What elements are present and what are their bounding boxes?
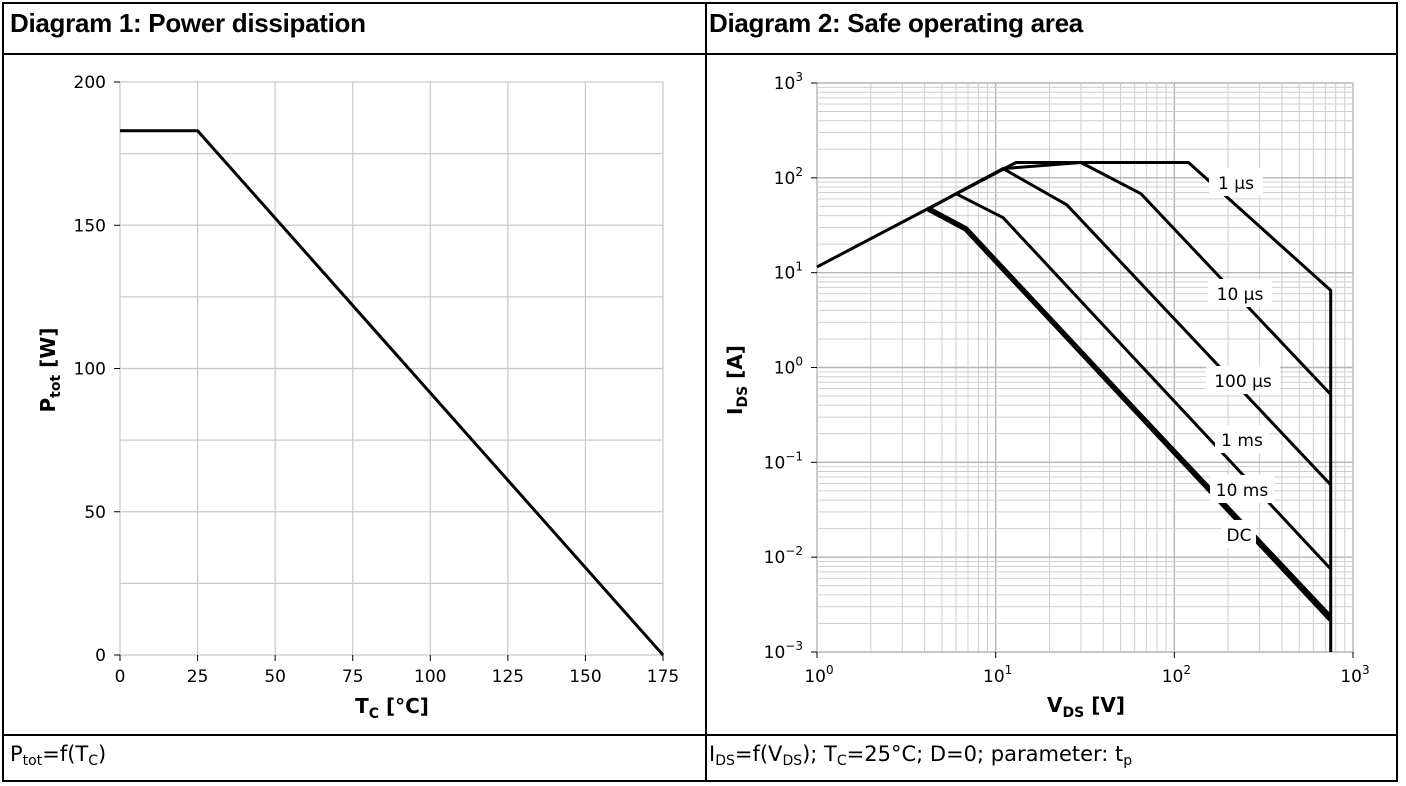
- y-tick-label: 0: [95, 646, 106, 666]
- soa-curve-100-us: [955, 167, 1332, 486]
- y-tick-label: 200: [74, 73, 106, 93]
- y-tick-label: 102: [774, 165, 803, 189]
- column-divider: [705, 4, 707, 780]
- x-tick-label: 0: [115, 667, 126, 687]
- diagram2-caption: IDS=f(VDS); TC=25°C; D=0; parameter: tp: [709, 742, 1133, 769]
- x-tick-label: 50: [264, 667, 286, 687]
- x-tick-label: 175: [647, 667, 679, 687]
- curve-label-bg: [1206, 366, 1280, 394]
- y-tick-label: 10−2: [764, 544, 803, 568]
- caption-divider: [4, 734, 1396, 736]
- header-divider: [4, 53, 1396, 55]
- diagram1-title: Diagram 1: Power dissipation: [10, 8, 366, 38]
- y-tick-label: 103: [774, 70, 803, 94]
- curve-label-bg: [1215, 425, 1269, 453]
- x-tick-label: 25: [187, 667, 209, 687]
- y-tick-label: 101: [774, 260, 803, 284]
- y-tick-label: 100: [74, 360, 106, 380]
- y-axis-label: Ptot [W]: [36, 328, 64, 413]
- curve-label: 10 ms: [1216, 481, 1269, 501]
- y-tick-label: 50: [84, 503, 106, 523]
- y-tick-label: 100: [774, 355, 803, 379]
- curve-label: 1 ms: [1221, 431, 1263, 451]
- y-axis-label: IDS [A]: [723, 345, 751, 415]
- x-tick-label: 100: [414, 667, 446, 687]
- x-tick-label: 103: [1340, 663, 1369, 687]
- diagram1-caption: Ptot=f(TC): [10, 742, 107, 769]
- y-tick-label: 10−3: [764, 639, 803, 663]
- y-tick-label: 10−1: [764, 449, 803, 473]
- x-tick-label: 100: [804, 663, 833, 687]
- curve-label: 1 µs: [1218, 174, 1254, 194]
- x-tick-label: 150: [569, 667, 601, 687]
- curve-label: DC: [1227, 526, 1252, 546]
- soa-curve-DC: [927, 206, 1333, 622]
- x-tick-label: 102: [1162, 663, 1191, 687]
- curve-label: 10 µs: [1217, 285, 1264, 305]
- x-tick-label: 101: [983, 663, 1012, 687]
- curve-label-bg: [1210, 475, 1274, 503]
- power-dissipation-chart: 0 25 50 75 100 125 150 175 0 50 100 150 200 TC [°C] Pt…: [36, 73, 679, 722]
- power-curve: [120, 129, 665, 656]
- diagram2-title: Diagram 2: Safe operating area: [709, 8, 1083, 38]
- x-axis-label: VDS [V]: [1047, 693, 1125, 721]
- x-tick-label: 125: [492, 667, 524, 687]
- curve-label-bg: [1208, 279, 1272, 307]
- x-axis-label: TC [°C]: [355, 694, 429, 722]
- curve-label-bg: [1222, 520, 1256, 548]
- soa-curve-1-ms: [927, 192, 1332, 571]
- y-tick-label: 150: [74, 216, 106, 236]
- curve-label-bg: [1209, 168, 1263, 196]
- x-tick-label: 75: [342, 667, 364, 687]
- safe-operating-area-chart: 100 101 102 103 10−3 10−2 10−1 100 101 102 103 1 µs…: [723, 70, 1370, 721]
- curve-label: 100 µs: [1214, 372, 1272, 392]
